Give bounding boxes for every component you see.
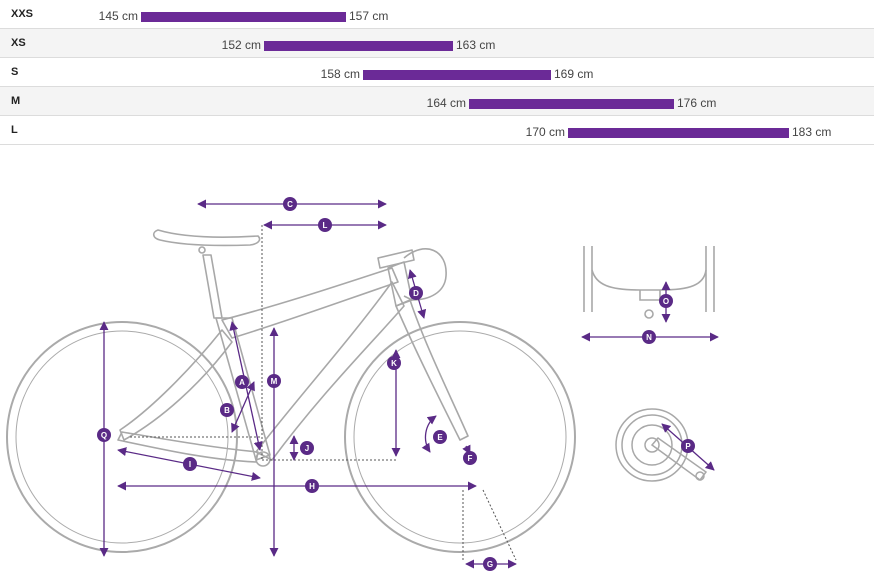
marker-q: Q <box>97 428 111 442</box>
marker-g: G <box>483 557 497 571</box>
svg-text:H: H <box>309 482 315 491</box>
marker-h: H <box>305 479 319 493</box>
range-bar <box>568 128 789 138</box>
range-bar <box>363 70 551 80</box>
marker-j: J <box>300 441 314 455</box>
marker-n: N <box>642 330 656 344</box>
range-min: 170 cm <box>525 125 565 139</box>
range-max: 169 cm <box>554 67 594 81</box>
svg-text:K: K <box>391 359 397 368</box>
range-max: 183 cm <box>792 125 832 139</box>
range-min: 164 cm <box>426 96 466 110</box>
svg-text:E: E <box>437 433 443 442</box>
svg-text:B: B <box>224 406 230 415</box>
marker-p: P <box>681 439 695 453</box>
marker-l: L <box>318 218 332 232</box>
size-row-m: M 164 cm 176 cm <box>0 87 874 116</box>
marker-f: F <box>463 451 477 465</box>
range-min: 152 cm <box>221 38 261 52</box>
size-row-xs: XS 152 cm 163 cm <box>0 29 874 58</box>
size-label: M <box>11 95 21 107</box>
svg-text:F: F <box>468 454 473 463</box>
range-max: 163 cm <box>456 38 496 52</box>
front-wheel <box>344 321 576 553</box>
range-min: 158 cm <box>320 67 360 81</box>
range-bar <box>469 99 674 109</box>
svg-text:G: G <box>487 560 493 569</box>
range-bar <box>264 41 453 51</box>
svg-text:O: O <box>663 297 669 306</box>
range-max: 176 cm <box>677 96 717 110</box>
marker-i: I <box>183 457 197 471</box>
svg-text:D: D <box>413 289 419 298</box>
marker-e: E <box>433 430 447 444</box>
size-label: XS <box>11 37 26 49</box>
marker-m: M <box>267 374 281 388</box>
svg-text:P: P <box>685 442 691 451</box>
bike-frame <box>117 229 469 467</box>
handlebar-front-view <box>583 246 715 319</box>
svg-text:J: J <box>305 444 309 453</box>
marker-k: K <box>387 356 401 370</box>
size-row-xxs: XXS 145 cm 157 cm <box>0 0 874 29</box>
marker-a: A <box>235 375 249 389</box>
svg-text:Q: Q <box>101 431 107 440</box>
range-bar <box>141 12 346 22</box>
range-min: 145 cm <box>98 9 138 23</box>
svg-text:A: A <box>239 378 245 387</box>
svg-text:M: M <box>271 377 278 386</box>
size-label: S <box>11 66 19 78</box>
svg-text:N: N <box>646 333 652 342</box>
svg-text:C: C <box>287 200 293 209</box>
range-max: 157 cm <box>349 9 389 23</box>
svg-text:L: L <box>323 221 328 230</box>
marker-b: B <box>220 403 234 417</box>
marker-o: O <box>659 294 673 308</box>
size-row-l: L 170 cm 183 cm <box>0 116 874 145</box>
size-chart: XXS 145 cm 157 cm XS 152 cm 163 cm S 158… <box>0 0 874 145</box>
size-label: XXS <box>11 8 34 20</box>
marker-d: D <box>409 286 423 300</box>
size-label: L <box>11 124 18 136</box>
marker-c: C <box>283 197 297 211</box>
svg-text:I: I <box>189 460 191 469</box>
size-row-s: S 158 cm 169 cm <box>0 58 874 87</box>
